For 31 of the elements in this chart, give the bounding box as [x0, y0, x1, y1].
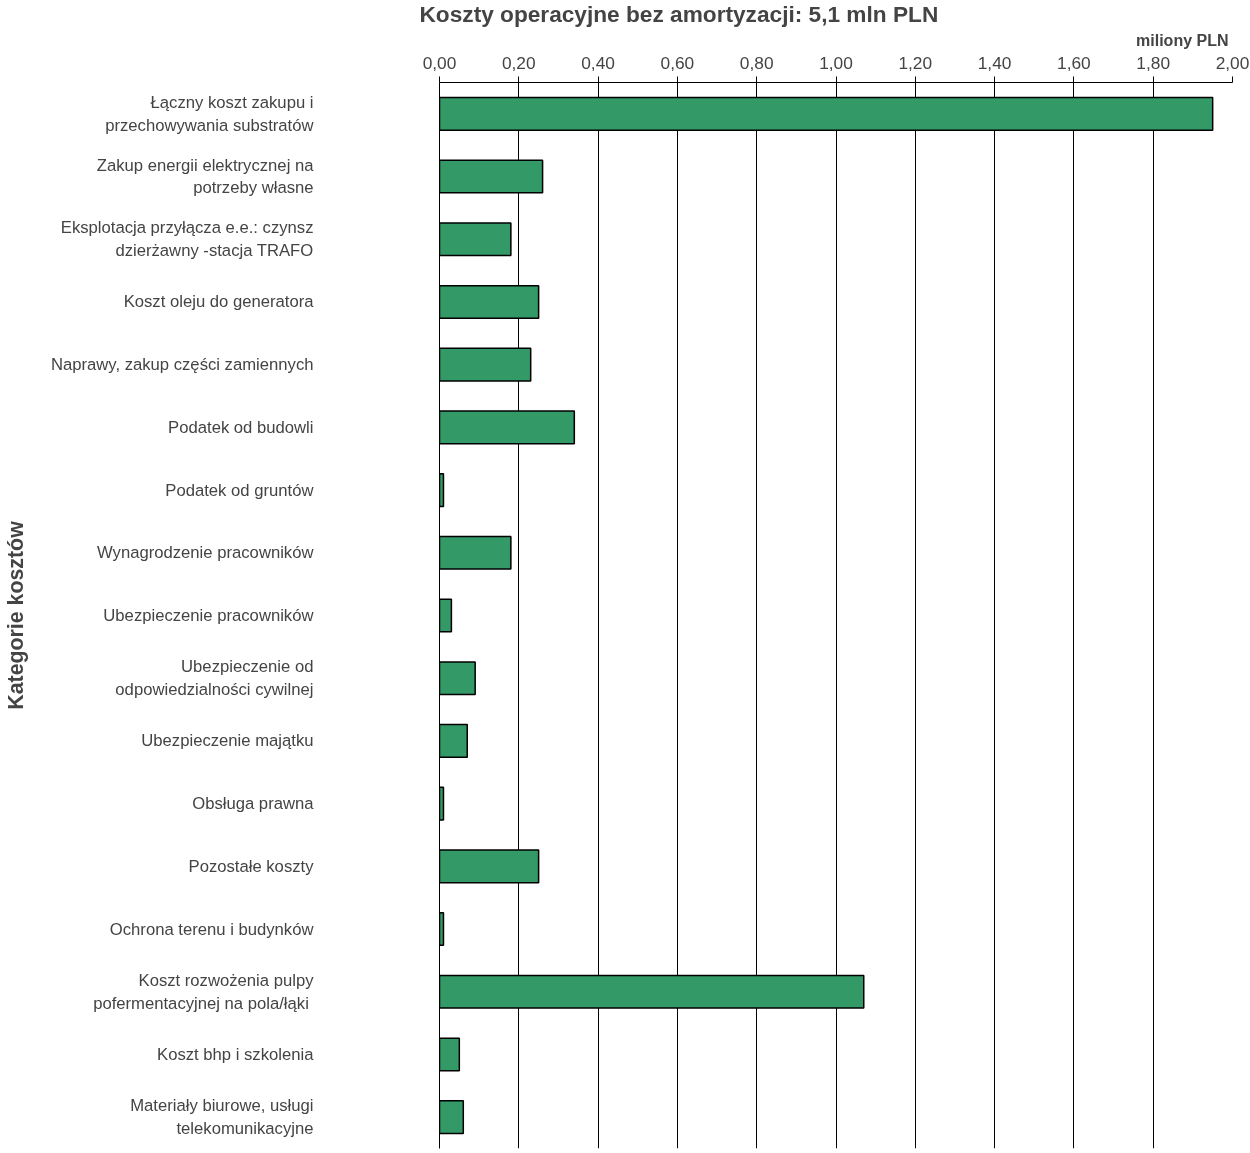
y-tick-label: Wynagrodzenie pracowników — [97, 543, 315, 563]
chart-title: Koszty operacyjne bez amortyzacji: 5,1 mln PLN — [419, 0, 939, 27]
y-tick-label: Koszt rozwożenia pulpy pofermentacyjnej na pola/łąki — [93, 970, 315, 1013]
y-tick-label: Eksplotacja przyłącza e.e.: czynsz dzierżawny -stacja TRAFO — [60, 218, 314, 261]
x-tick-label: 1,40 — [977, 52, 1012, 73]
x-axis-title: miliony PLN — [1136, 31, 1229, 49]
y-axis-title: Kategorie kosztów — [3, 520, 28, 710]
x-tick-label: 0,20 — [501, 52, 536, 73]
x-tick-label: 0,80 — [739, 52, 774, 73]
y-tick-label: Naprawy, zakup części zamiennych — [50, 355, 314, 375]
x-tick-label: 1,60 — [1057, 52, 1091, 73]
x-tick-label: 0,60 — [660, 52, 695, 73]
y-tick-label: Łączny koszt zakupu i przechowywania substratów — [105, 92, 315, 135]
y-tick-label: Ubezpieczenie pracowników — [103, 606, 315, 625]
x-tick-label: 1,80 — [1136, 52, 1171, 73]
y-tick-label: Podatek od budowli — [168, 417, 314, 437]
y-tick-label: Ochrona terenu i budynków — [109, 919, 315, 939]
y-tick-label: Materiały biurowe, usługi telekomunikacyjne — [130, 1096, 314, 1139]
y-tick-label: Koszt oleju do generatora — [123, 292, 315, 312]
x-tick-label: 0,40 — [581, 52, 615, 73]
x-tick-label: 0,00 — [422, 52, 457, 73]
y-tick-label: Podatek od gruntów — [165, 480, 315, 500]
y-tick-label: Obsługa prawna — [192, 794, 315, 814]
y-tick-label: Zakup energii elektrycznej na potrzeby własne — [96, 155, 315, 198]
y-tick-label: Koszt bhp i szkolenia — [157, 1044, 315, 1064]
x-tick-label: 1,20 — [898, 52, 933, 73]
y-tick-label: Ubezpieczenie od odpowiedzialności cywilnej — [115, 657, 314, 700]
x-tick-label: 2,00 — [1215, 52, 1250, 73]
y-tick-label: Ubezpieczenie majątku — [141, 731, 314, 751]
x-tick-label: 1,00 — [819, 52, 853, 73]
y-tick-label: Pozostałe koszty — [188, 856, 315, 876]
